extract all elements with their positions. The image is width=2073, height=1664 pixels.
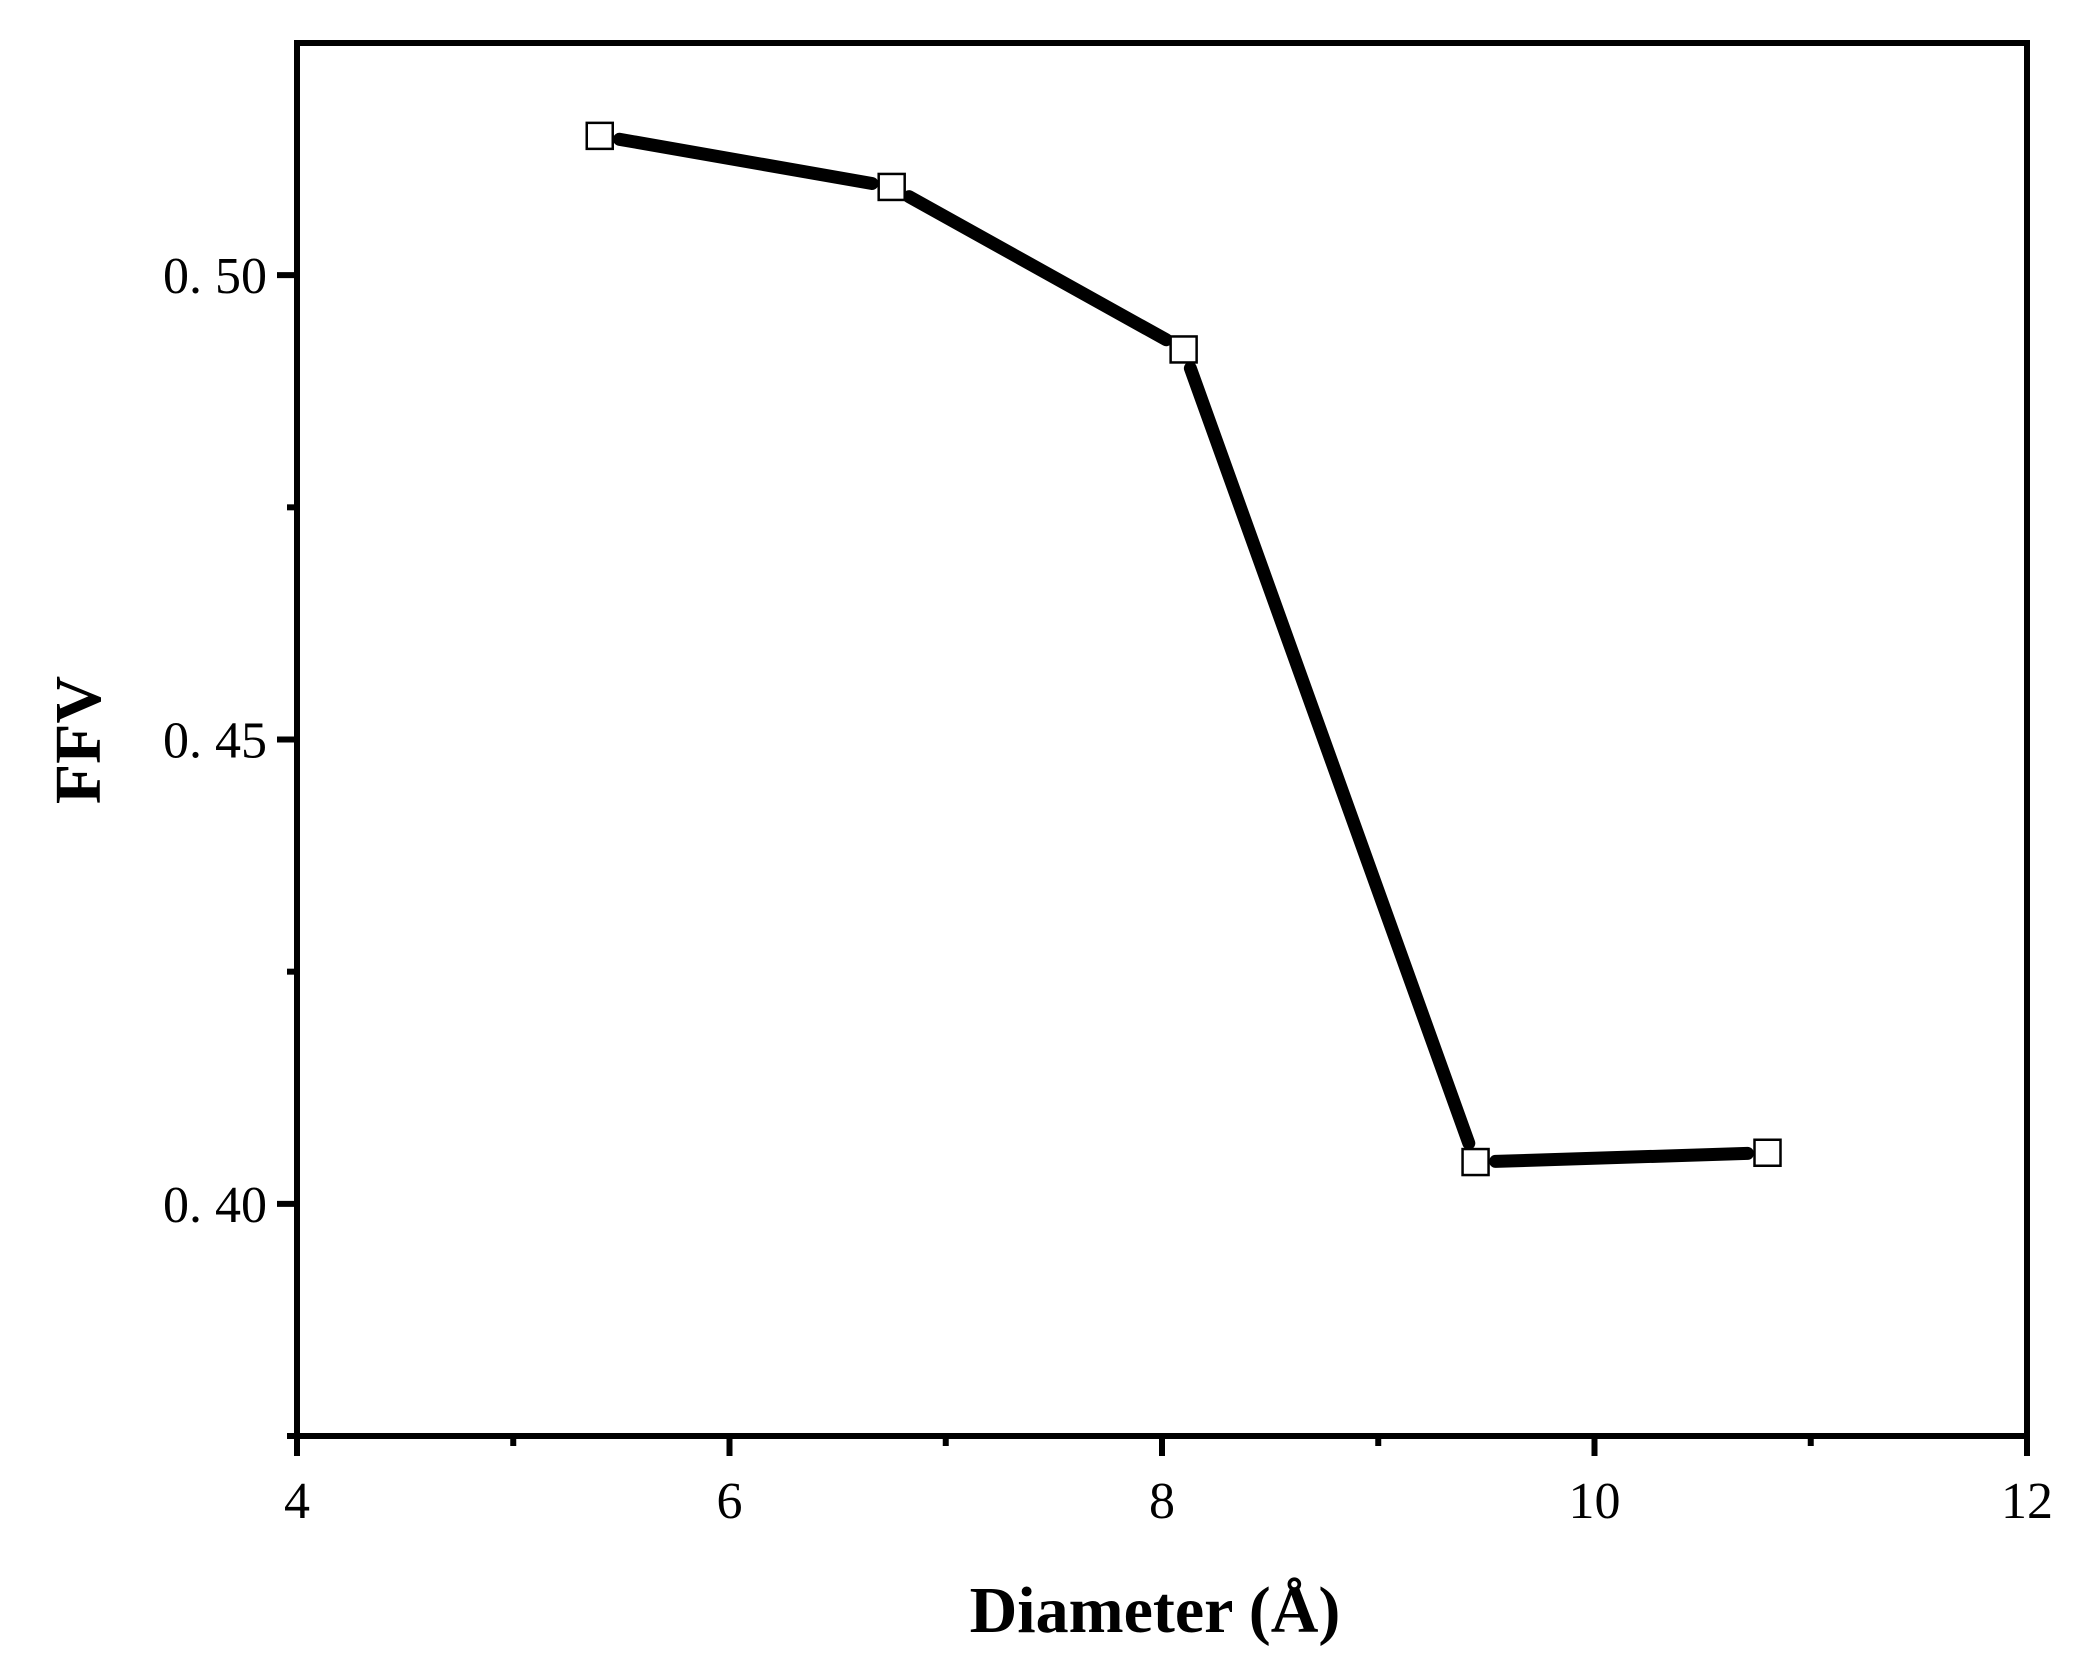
x-tick-label: 12 — [2001, 1473, 2053, 1530]
data-point-marker — [1169, 335, 1198, 364]
axes — [294, 40, 2030, 1439]
plot-frame — [294, 40, 2030, 1439]
series-line-segment — [1183, 361, 1476, 1150]
data-point-marker — [1753, 1138, 1782, 1168]
ticks: 4 6 8 10 12 0. 40 0. 45 0. 50 — [163, 248, 2053, 1530]
x-tick-label: 10 — [1569, 1473, 1621, 1530]
x-tick-label: 6 — [717, 1473, 743, 1530]
series-line-segment — [612, 132, 879, 190]
y-tick-label: 0. 45 — [163, 713, 267, 770]
x-axis-title: Diameter (Å) — [970, 1574, 1341, 1647]
data-point-marker — [877, 172, 906, 202]
data-point-marker — [1461, 1147, 1490, 1177]
series-line-segment — [902, 190, 1173, 347]
y-axis-title: FFV — [42, 676, 115, 804]
markers — [585, 121, 1782, 1177]
series-line-segment — [1489, 1146, 1755, 1168]
series — [612, 132, 1755, 1168]
y-tick-label: 0. 50 — [163, 248, 267, 305]
data-point-marker — [585, 121, 614, 151]
x-tick-label: 4 — [284, 1473, 310, 1530]
x-tick-label: 8 — [1149, 1473, 1175, 1530]
y-tick-label: 0. 40 — [163, 1177, 267, 1234]
